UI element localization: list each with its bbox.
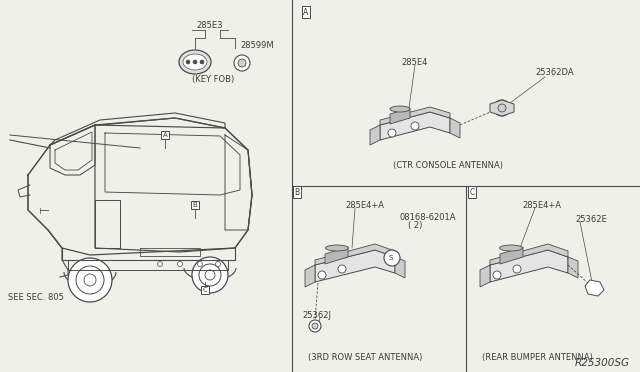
Text: 285E4+A: 285E4+A <box>522 201 561 210</box>
Text: 285E3: 285E3 <box>196 21 223 30</box>
Ellipse shape <box>390 106 410 112</box>
Circle shape <box>493 271 501 279</box>
Polygon shape <box>500 247 523 264</box>
Circle shape <box>68 258 112 302</box>
Circle shape <box>84 274 96 286</box>
Text: R25300SG: R25300SG <box>575 358 630 368</box>
Text: B: B <box>294 187 300 196</box>
Text: (KEY FOB): (KEY FOB) <box>192 75 234 84</box>
Polygon shape <box>370 125 380 145</box>
Text: C: C <box>469 187 475 196</box>
Polygon shape <box>380 112 450 140</box>
Circle shape <box>177 262 182 266</box>
Text: 25362DA: 25362DA <box>535 68 573 77</box>
Text: 285E4: 285E4 <box>402 58 428 67</box>
Text: ( 2): ( 2) <box>408 221 422 230</box>
Circle shape <box>76 266 104 294</box>
Ellipse shape <box>179 50 211 74</box>
Polygon shape <box>395 257 405 278</box>
Polygon shape <box>305 265 315 287</box>
Circle shape <box>318 271 326 279</box>
Circle shape <box>309 320 321 332</box>
Circle shape <box>238 59 246 67</box>
Text: C: C <box>203 287 207 293</box>
Polygon shape <box>490 100 514 116</box>
Text: 25362J: 25362J <box>302 311 331 320</box>
Text: A: A <box>303 7 308 16</box>
Text: 285E4+A: 285E4+A <box>345 201 384 210</box>
Circle shape <box>198 262 202 266</box>
Text: SEE SEC. 805: SEE SEC. 805 <box>8 293 64 302</box>
Circle shape <box>513 265 521 273</box>
Circle shape <box>157 262 163 266</box>
Circle shape <box>234 55 250 71</box>
Circle shape <box>193 60 197 64</box>
Polygon shape <box>325 247 348 264</box>
Circle shape <box>216 262 221 266</box>
Circle shape <box>205 270 215 280</box>
Text: (3RD ROW SEAT ANTENNA): (3RD ROW SEAT ANTENNA) <box>308 353 422 362</box>
Polygon shape <box>490 244 568 265</box>
Text: S: S <box>389 255 393 261</box>
Text: A: A <box>163 132 168 138</box>
Circle shape <box>312 323 318 329</box>
Circle shape <box>388 129 396 137</box>
Circle shape <box>199 264 221 286</box>
Text: B: B <box>193 202 197 208</box>
Circle shape <box>411 122 419 130</box>
Ellipse shape <box>499 245 522 251</box>
Text: 08168-6201A: 08168-6201A <box>400 213 456 222</box>
Polygon shape <box>568 257 578 278</box>
Circle shape <box>200 60 204 64</box>
Polygon shape <box>480 265 490 287</box>
Polygon shape <box>450 118 460 138</box>
Polygon shape <box>390 108 410 124</box>
Circle shape <box>186 60 190 64</box>
Ellipse shape <box>183 54 207 70</box>
Circle shape <box>384 250 400 266</box>
Circle shape <box>192 257 228 293</box>
Polygon shape <box>490 250 568 282</box>
Text: 25362E: 25362E <box>575 215 607 224</box>
Ellipse shape <box>326 245 349 251</box>
Polygon shape <box>380 107 450 125</box>
Text: (CTR CONSOLE ANTENNA): (CTR CONSOLE ANTENNA) <box>393 161 503 170</box>
Polygon shape <box>585 280 604 296</box>
Text: 28599M: 28599M <box>240 41 274 50</box>
Circle shape <box>498 104 506 112</box>
Text: (REAR BUMPER ANTENNA): (REAR BUMPER ANTENNA) <box>481 353 593 362</box>
Circle shape <box>494 100 510 116</box>
Polygon shape <box>315 250 395 282</box>
Polygon shape <box>315 244 395 265</box>
Circle shape <box>338 265 346 273</box>
